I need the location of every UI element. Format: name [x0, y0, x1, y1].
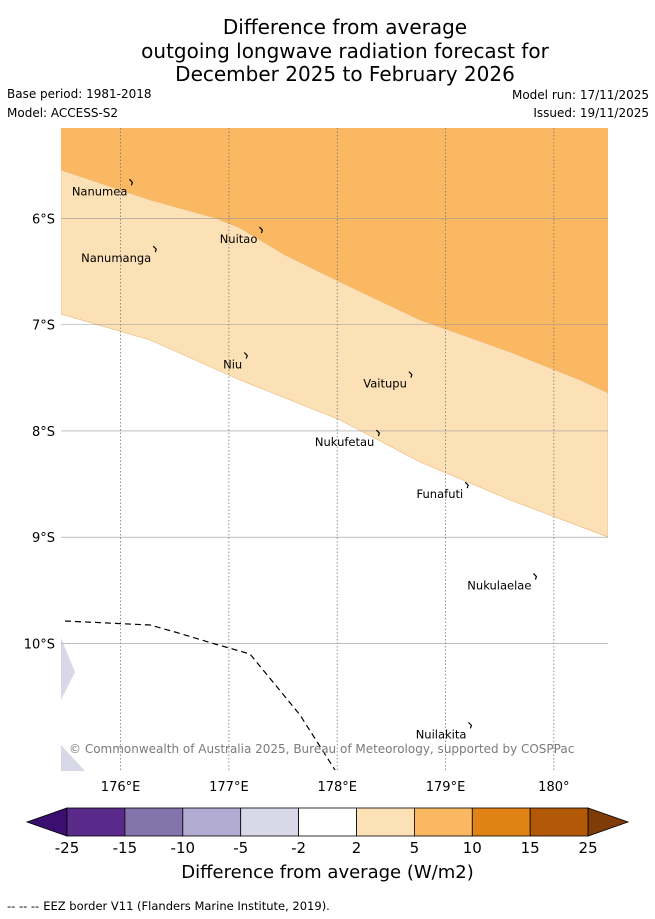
island-outline: [128, 178, 134, 186]
island-label: Nuitao: [220, 232, 258, 246]
map-title: Difference from average outgoing longwav…: [0, 15, 655, 87]
colorbar-swatch: [240, 807, 299, 837]
eez-legend-line: -- -- --: [7, 899, 40, 913]
anomaly-patch-minus5-to-minus2-upper: [61, 638, 75, 700]
island-label: Nukufetau: [315, 435, 374, 449]
issued-date: Issued: 19/11/2025: [533, 106, 649, 120]
island-outline: [468, 721, 473, 729]
anomaly-band-5-to-10: [61, 128, 608, 393]
island-outline: [258, 226, 264, 234]
colorbar-extension-low: [25, 807, 68, 837]
colorbar-tick-label: -10: [171, 839, 196, 857]
colorbar-swatch: [356, 807, 415, 837]
anomaly-band-2-to-5: [61, 169, 608, 538]
island-outline: [533, 573, 538, 580]
colorbar-swatch: [182, 807, 242, 837]
island-label: Vaitupu: [363, 377, 407, 391]
island-label: Nukulaelae: [467, 579, 531, 593]
map-panel: Nanumea Nuitao Nanumanga Niu Vaitupu Nukufeta…: [61, 128, 608, 771]
colorbar-swatch: [66, 807, 126, 837]
model-name: Model: ACCESS-S2: [7, 106, 119, 120]
anomaly-patch-minus5-to-minus2-lower: [61, 745, 85, 771]
lat-tick-label: 9°S: [32, 531, 55, 546]
colorbar-tick-label: -2: [291, 839, 306, 857]
axis-ticks: 176°E 177°E 178°E 179°E 180° 6°S 7°S 8°S 9°S 10°S: [24, 212, 570, 795]
lon-tick-label: 176°E: [101, 780, 141, 795]
island-outline: [375, 429, 381, 437]
title-line-2: outgoing longwave radiation forecast for: [141, 38, 549, 63]
colorbar-tick-label: -15: [113, 839, 138, 857]
island-outline: [408, 371, 413, 378]
colorbar-swatch: [298, 807, 357, 837]
lat-tick-label: 10°S: [24, 637, 55, 652]
title-line-1: Difference from average: [222, 15, 468, 39]
colorbar-extension-high: [587, 807, 630, 837]
eez-border: [64, 620, 336, 771]
island-label: Funafuti: [417, 487, 464, 501]
title-line-3: December 2025 to February 2026: [175, 62, 515, 86]
colorbar: -25 -15 -10 -5 -2 2 5 10 15 25: [25, 807, 630, 857]
lon-tick-label: 180°: [538, 780, 569, 795]
colorbar-swatch: [413, 807, 473, 837]
lat-tick-label: 7°S: [32, 319, 55, 334]
lon-tick-label: 179°E: [426, 780, 466, 795]
colorbar-tick-label: -5: [233, 839, 248, 857]
colorbar-tick-label: 2: [352, 839, 362, 857]
island-outline: [152, 245, 157, 253]
model-run: Model run: 17/11/2025: [511, 88, 649, 102]
island-label: Nanumanga: [81, 251, 151, 265]
island-label: Nanumea: [72, 184, 128, 198]
colorbar-swatch: [124, 807, 184, 837]
colorbar-label: Difference from average (W/m2): [181, 862, 474, 883]
base-period: Base period: 1981-2018: [7, 87, 152, 101]
eez-legend-label: EEZ border V11 (Flanders Marine Institut…: [43, 899, 330, 913]
colorbar-tick-label: 5: [410, 839, 420, 857]
island-outline: [464, 481, 469, 489]
colorbar-swatch: [529, 807, 589, 837]
colorbar-tick-label: 25: [579, 839, 598, 857]
colorbar-tick-label: 10: [463, 839, 482, 857]
lat-tick-label: 8°S: [32, 425, 55, 440]
island-label: Niu: [223, 358, 242, 372]
colorbar-tick-label: 15: [521, 839, 540, 857]
colorbar-swatch: [471, 807, 531, 837]
island-label: Nuilakita: [416, 727, 467, 741]
islands: Nanumea Nuitao Nanumanga Niu Vaitupu Nukufeta…: [72, 178, 538, 741]
eez-legend: -- -- -- EEZ border V11 (Flanders Marine …: [7, 899, 330, 913]
gridlines: [61, 128, 608, 771]
lon-tick-label: 178°E: [317, 780, 357, 795]
colorbar-tick-label: -25: [55, 839, 80, 857]
island-outline: [243, 352, 248, 359]
copyright-notice: © Commonwealth of Australia 2025, Bureau…: [69, 742, 575, 756]
lat-tick-label: 6°S: [32, 212, 55, 227]
lon-tick-label: 177°E: [209, 780, 249, 795]
